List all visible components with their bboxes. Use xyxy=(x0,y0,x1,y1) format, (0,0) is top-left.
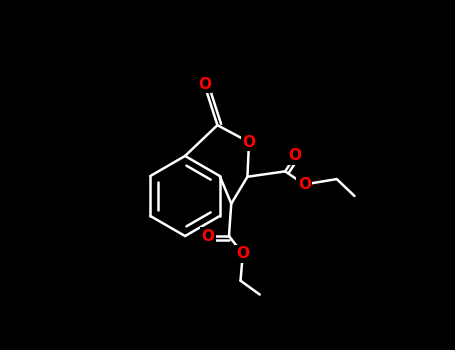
Text: O: O xyxy=(202,229,215,244)
Text: O: O xyxy=(243,135,255,149)
Text: O: O xyxy=(288,148,302,163)
Text: O: O xyxy=(198,77,211,92)
Text: O: O xyxy=(298,177,311,192)
Text: O: O xyxy=(236,246,249,261)
